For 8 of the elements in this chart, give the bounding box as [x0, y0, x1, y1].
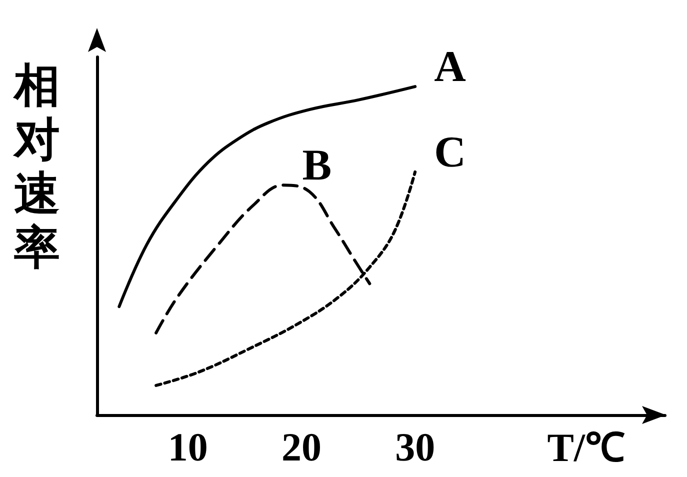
x-tick-label: 20 — [281, 424, 322, 470]
y-axis-title: 相对速率 — [14, 58, 61, 274]
x-axis-title: T/℃ — [547, 424, 625, 472]
x-tick-label: 30 — [395, 424, 436, 470]
series-label: A — [434, 42, 466, 92]
series-label: B — [302, 140, 332, 190]
series-label: C — [434, 127, 466, 176]
x-tick-label: 10 — [168, 424, 208, 470]
